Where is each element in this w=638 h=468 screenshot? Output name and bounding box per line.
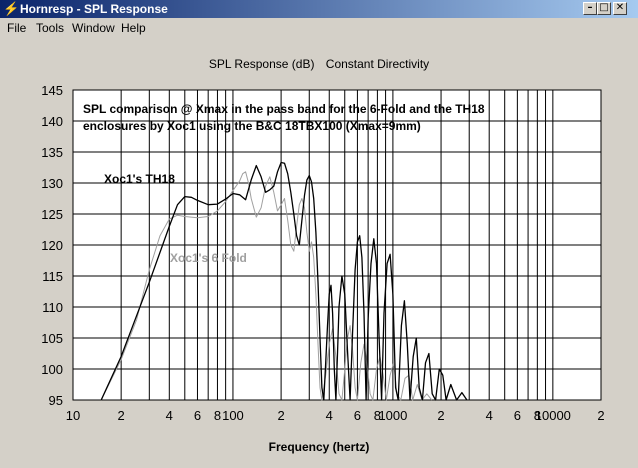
label-6fold: Xoc1's 6 Fold bbox=[170, 251, 247, 265]
y-tick-label: 100 bbox=[41, 362, 63, 377]
x-tick-label: 2 bbox=[597, 408, 604, 420]
series-group bbox=[100, 161, 468, 401]
x-tick-label: 100 bbox=[222, 408, 244, 420]
menu-bar: File Tools Window Help bbox=[0, 18, 638, 38]
y-tick-label: 125 bbox=[41, 207, 63, 222]
x-tick-label: 6 bbox=[514, 408, 521, 420]
series-line-6fold bbox=[100, 171, 433, 401]
x-tick-label: 8 bbox=[214, 408, 221, 420]
x-tick-label: 1000 bbox=[378, 408, 407, 420]
x-tick-label: 4 bbox=[166, 408, 173, 420]
maximize-icon[interactable]: □ bbox=[597, 2, 611, 15]
x-tick-label: 8 bbox=[534, 408, 541, 420]
y-tick-label: 95 bbox=[49, 393, 63, 408]
menu-window[interactable]: Window bbox=[72, 21, 115, 35]
chart-title-left: SPL Response (dB) bbox=[208, 57, 315, 71]
window-title: Hornresp - SPL Response bbox=[20, 2, 168, 16]
x-tick-label: 10000 bbox=[535, 408, 571, 420]
y-tick-label: 110 bbox=[42, 300, 63, 315]
x-tick-label: 4 bbox=[486, 408, 493, 420]
title-bar: ⚡ Hornresp - SPL Response – □ ✕ bbox=[0, 0, 638, 18]
menu-file[interactable]: File bbox=[7, 21, 27, 35]
x-tick-label: 10 bbox=[66, 408, 80, 420]
chart-title-right: Constant Directivity bbox=[325, 57, 430, 71]
x-axis-label: Frequency (hertz) bbox=[268, 440, 370, 454]
menu-help[interactable]: Help bbox=[121, 21, 146, 35]
y-tick-labels: 145 140 135 130 125 120 115 110 105 100 95 bbox=[41, 83, 63, 408]
y-tick-label: 145 bbox=[41, 83, 63, 98]
y-tick-label: 115 bbox=[42, 269, 63, 284]
x-tick-label: 6 bbox=[354, 408, 361, 420]
menu-tools[interactable]: Tools bbox=[36, 21, 65, 35]
y-tick-label: 130 bbox=[41, 176, 63, 191]
x-tick-label: 2 bbox=[437, 408, 444, 420]
y-tick-label: 105 bbox=[41, 331, 63, 346]
x-tick-label: 8 bbox=[374, 408, 381, 420]
x-tick-label: 2 bbox=[118, 408, 125, 420]
grid bbox=[73, 90, 601, 400]
chart-title: SPL Response (dB) Constant Directivity bbox=[0, 57, 638, 71]
x-tick-label: 4 bbox=[326, 408, 333, 420]
minimize-icon[interactable]: – bbox=[583, 2, 597, 15]
annotation-line-2: enclosures by Xoc1 using the B&C 18TBX10… bbox=[83, 119, 421, 133]
x-tick-label: 6 bbox=[194, 408, 201, 420]
y-tick-label: 120 bbox=[41, 238, 63, 253]
label-th18: Xoc1's TH18 bbox=[104, 172, 175, 186]
lightning-icon: ⚡ bbox=[3, 1, 20, 16]
close-icon[interactable]: ✕ bbox=[613, 2, 627, 15]
series-line-th18 bbox=[100, 161, 468, 401]
x-tick-label: 2 bbox=[277, 408, 284, 420]
y-tick-label: 140 bbox=[41, 114, 63, 129]
annotation-line-1: SPL comparison @ Xmax in the pass band f… bbox=[83, 102, 485, 116]
y-tick-label: 135 bbox=[41, 145, 63, 160]
